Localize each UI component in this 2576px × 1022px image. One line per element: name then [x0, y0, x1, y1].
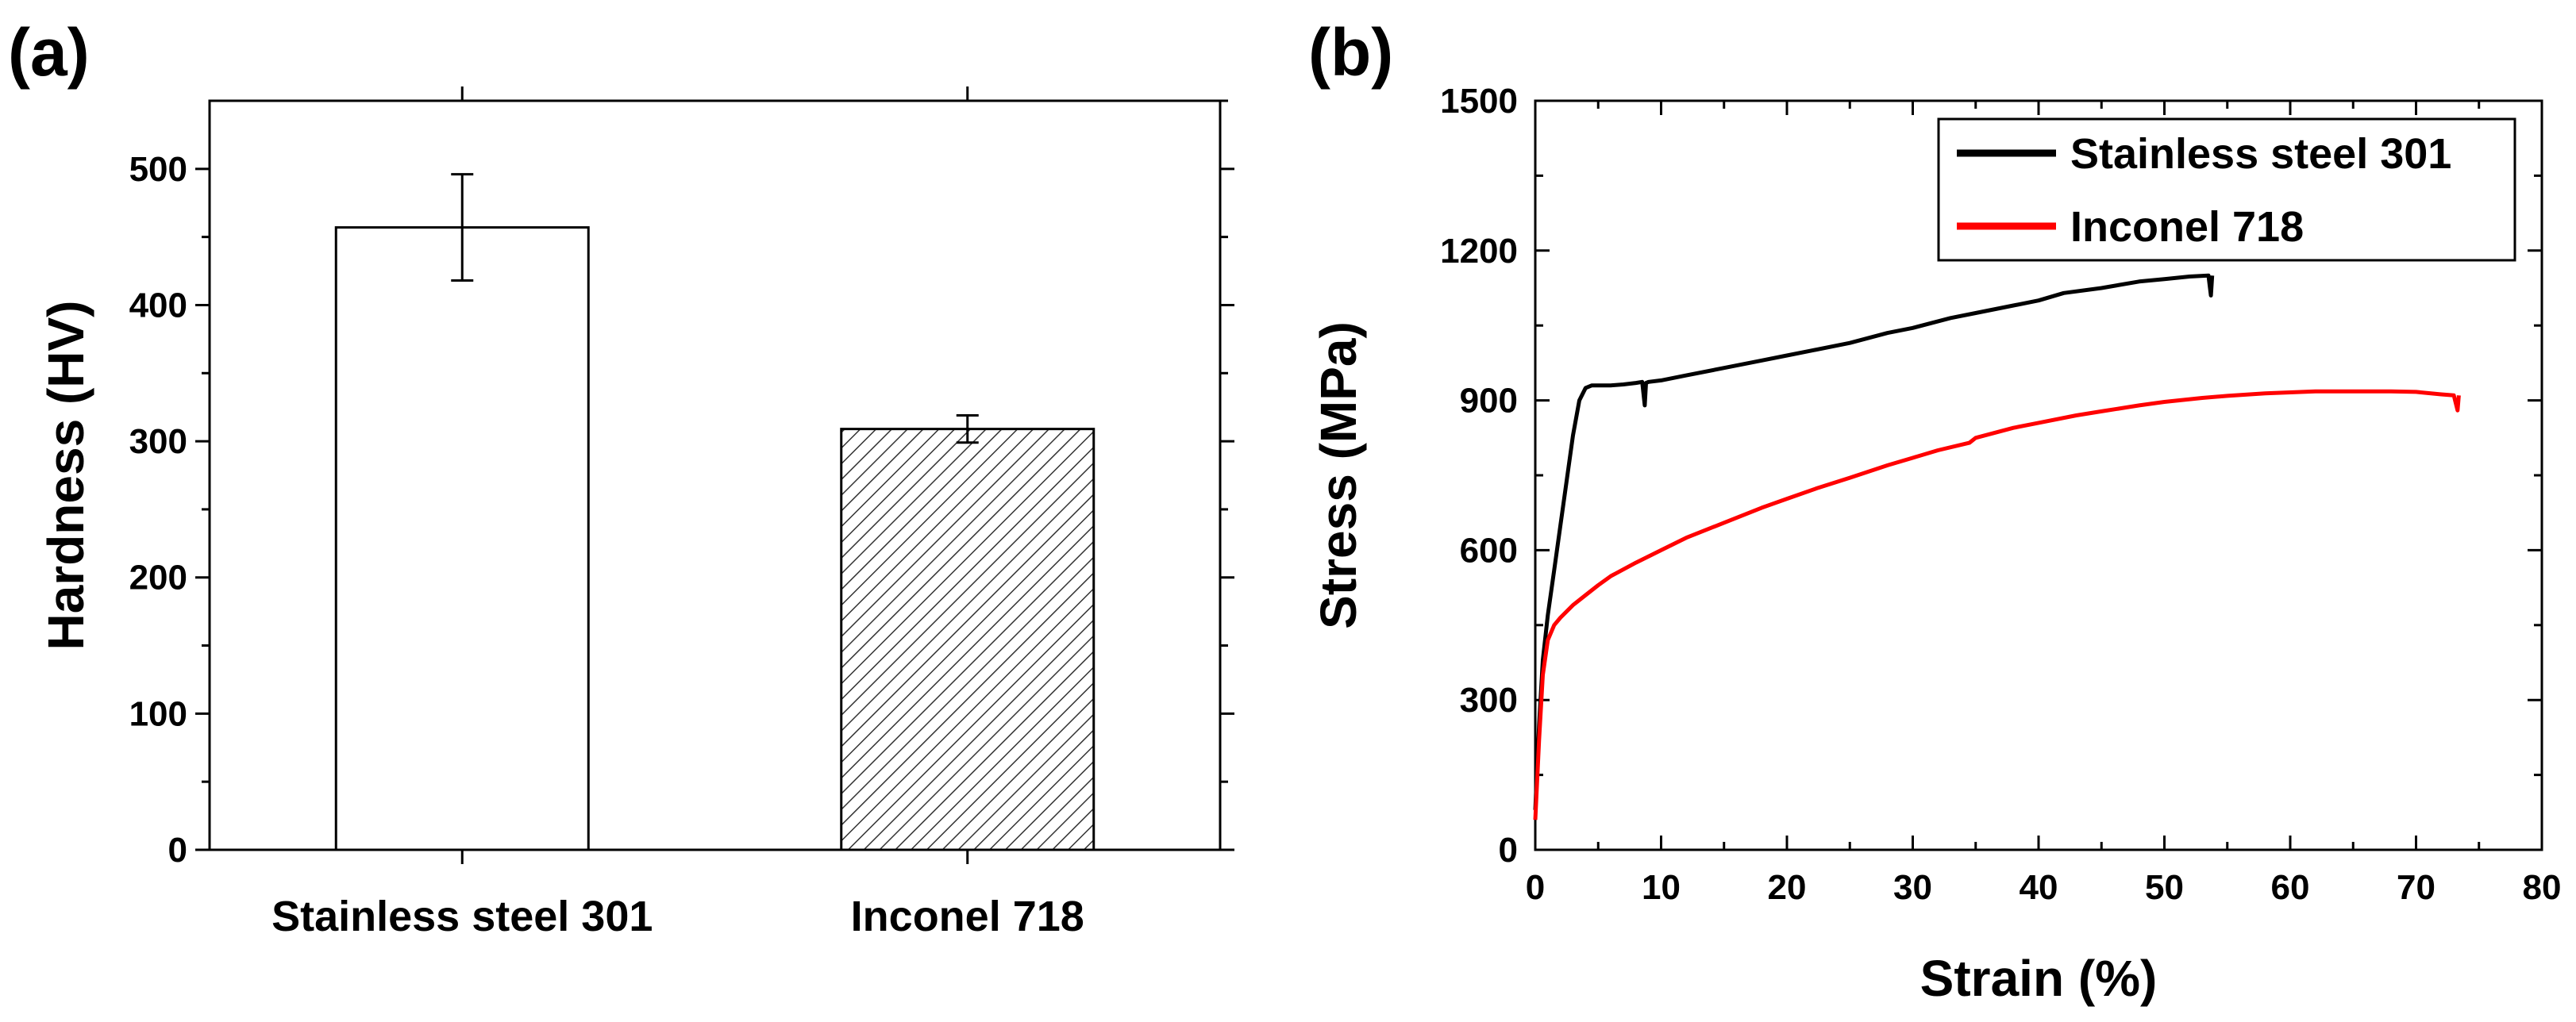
y-tick-label-a: 400: [129, 286, 187, 325]
x-tick-label-b: 30: [1893, 868, 1932, 907]
x-tick-label-b: 0: [1526, 868, 1545, 907]
y-tick-label-b: 0: [1499, 831, 1518, 870]
y-tick-label-a: 500: [129, 150, 187, 189]
series-line-inconel-718: [1533, 389, 2461, 820]
series-lines-group: [1533, 273, 2461, 820]
y-axis-b: 0 300 600 900 1200 1500: [1440, 82, 2542, 870]
x-axis-a: Stainless steel 301 Inconel 718: [271, 86, 1084, 940]
x-tick-label-b: 10: [1642, 868, 1681, 907]
y-tick-label-b: 600: [1460, 531, 1518, 570]
x-category-label: Inconel 718: [851, 893, 1084, 940]
x-axis-title-b: Strain (%): [1920, 950, 2158, 1007]
y-axis-title-a: Hardness (HV): [37, 301, 94, 651]
x-tick-label-b: 70: [2397, 868, 2435, 907]
x-category-label: Stainless steel 301: [271, 893, 653, 940]
y-axis-title-b: Stress (MPa): [1310, 321, 1367, 629]
x-tick-label-b: 50: [2145, 868, 2184, 907]
y-tick-label-a: 200: [129, 559, 187, 597]
legend-label: Inconel 718: [2070, 203, 2304, 251]
bars-group: [334, 226, 1095, 851]
y-tick-label-b: 1500: [1440, 82, 1518, 121]
bar-stainless-steel-301: [334, 226, 590, 851]
x-tick-label-b: 20: [1768, 868, 1807, 907]
x-tick-label-b: 40: [2020, 868, 2058, 907]
y-tick-label-b: 900: [1460, 382, 1518, 421]
series-line-stainless-steel-301: [1533, 273, 2215, 810]
panel-b-label: (b): [1308, 15, 1393, 90]
error-bars-group: [451, 173, 979, 444]
y-tick-label-b: 1200: [1440, 232, 1518, 271]
x-axis-b: 0 10 20 30 40 50 60 70 80: [1526, 101, 2562, 907]
hardness-bar-chart: (a) Hardness (HV) 0 100 200 300 400 500 Stain…: [8, 15, 1234, 940]
y-axis-a: 0 100 200 300 400 500: [129, 99, 1234, 870]
bar-inconel-718: [840, 428, 1095, 851]
legend: Stainless steel 301 Inconel 718: [1937, 117, 2516, 262]
x-tick-label-b: 80: [2523, 868, 2562, 907]
stress-strain-chart: (b) Stress (MPa) Strain (%) 030060090012…: [1308, 15, 2561, 1007]
legend-box: [1937, 117, 2516, 262]
y-tick-label-b: 300: [1460, 681, 1518, 720]
y-tick-label-a: 0: [168, 831, 187, 870]
legend-label: Stainless steel 301: [2070, 130, 2451, 178]
y-tick-label-a: 300: [129, 422, 187, 461]
y-tick-label-a: 100: [129, 694, 187, 733]
x-tick-label-b: 60: [2271, 868, 2310, 907]
panel-a-label: (a): [8, 15, 90, 90]
plot-frame-a: [208, 99, 1222, 851]
